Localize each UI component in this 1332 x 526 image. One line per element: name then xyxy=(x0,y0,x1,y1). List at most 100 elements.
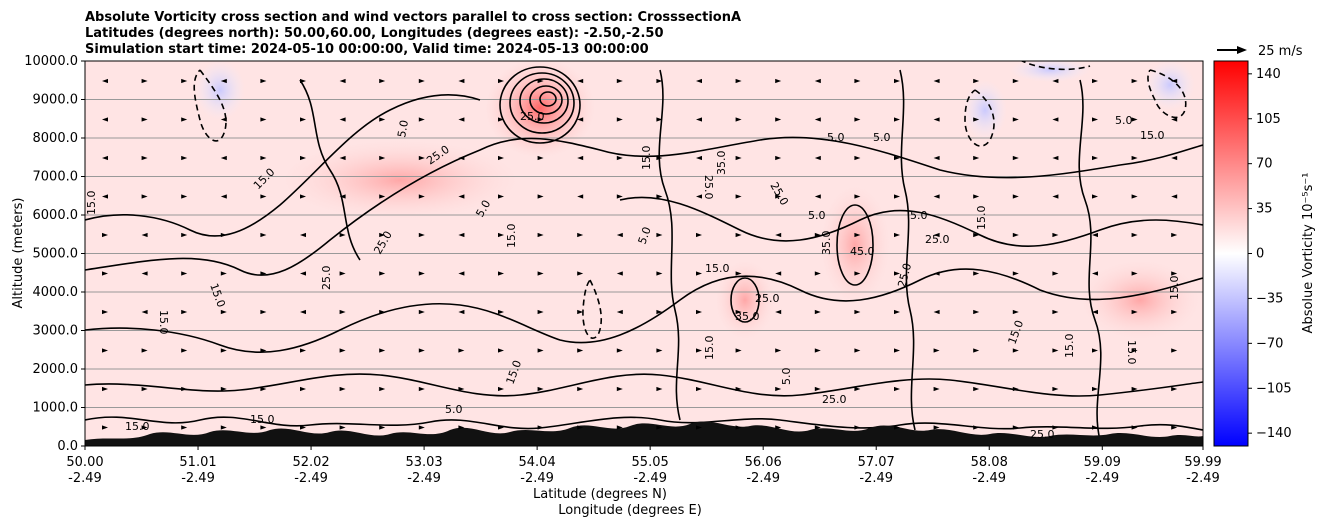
colorbar-tick-label: 35 xyxy=(1256,202,1273,217)
wind-vector xyxy=(181,386,188,392)
wind-vector xyxy=(1171,386,1178,392)
wind-vector xyxy=(894,425,900,430)
wind-vector xyxy=(181,78,188,84)
x-tick-longitude: -2.49 xyxy=(746,471,780,486)
wind-vector xyxy=(894,232,900,238)
y-tick-label: 2000.0 xyxy=(33,362,79,377)
colorbar-ticks: 140 105 70 35 0 −35 −70 −105 −140 xyxy=(1248,67,1292,441)
contour-label: 5.0 xyxy=(827,131,845,144)
wind-vector xyxy=(339,232,346,238)
wind-vector xyxy=(102,155,108,161)
contour-label: 15.0 xyxy=(1140,129,1165,142)
wind-vector xyxy=(141,194,148,199)
colorbar-label: Absolue Vorticity 10⁻⁵s⁻¹ xyxy=(1301,173,1316,334)
wind-vector xyxy=(1131,194,1138,199)
contour-label: 15.0 xyxy=(1125,340,1138,365)
wind-vector xyxy=(1052,309,1059,315)
x-tick-latitude: 51.01 xyxy=(179,455,216,470)
wind-vector xyxy=(775,232,782,238)
contour-ring xyxy=(539,91,557,107)
contour-label: 25.0 xyxy=(755,292,780,305)
wind-vector xyxy=(418,232,425,238)
contour-label: 35.0 xyxy=(735,310,760,323)
wind-vector xyxy=(260,78,267,84)
wind-vector xyxy=(656,309,663,315)
wind-vector xyxy=(1052,425,1059,430)
wind-vector xyxy=(854,155,861,161)
wind-vector xyxy=(300,232,306,238)
x-tick-longitude: -2.49 xyxy=(972,471,1006,486)
wind-vector xyxy=(498,425,504,430)
wind-vector xyxy=(735,194,742,199)
colorbar-gradient xyxy=(1213,60,1249,447)
contour-label: 25.0 xyxy=(520,110,545,123)
x-axis-label-latitude: Latitude (degrees N) xyxy=(533,487,667,502)
wind-vector xyxy=(1131,271,1138,276)
wind-vector xyxy=(814,309,821,315)
wind-vector xyxy=(735,271,742,276)
x-tick-longitude: -2.49 xyxy=(407,471,441,486)
wind-vector xyxy=(577,348,584,353)
vorticity-negative-region xyxy=(1145,61,1195,110)
colorbar-tick-label: 70 xyxy=(1256,157,1273,172)
wind-vector xyxy=(1171,348,1178,353)
wind-vector xyxy=(300,425,306,430)
wind-vector xyxy=(775,78,782,84)
wind-vector xyxy=(854,348,861,353)
wind-vectors xyxy=(102,78,1178,430)
wind-vector xyxy=(894,348,900,353)
wind-vector xyxy=(933,271,940,276)
wind-vector xyxy=(498,78,504,84)
wind-vector xyxy=(1092,271,1098,276)
wind-vector xyxy=(1092,232,1098,238)
wind-vector xyxy=(616,232,623,238)
surface-terrain xyxy=(85,421,1203,446)
wind-vector xyxy=(102,78,108,84)
wind-vector xyxy=(141,309,148,315)
wind-vector xyxy=(339,386,346,392)
contour-label: 5.0 xyxy=(808,209,826,222)
wind-vector xyxy=(696,155,702,161)
wind-vector xyxy=(458,155,465,161)
wind-vector xyxy=(973,271,980,276)
wind-vector xyxy=(1171,155,1178,161)
wind-vector xyxy=(300,78,306,84)
y-tick-label: 0.0 xyxy=(57,439,78,454)
x-tick-longitude: -2.49 xyxy=(181,471,215,486)
wind-vector xyxy=(537,271,544,276)
wind-vector xyxy=(775,425,782,430)
wind-vector xyxy=(537,348,544,353)
contour-label: 15.0 xyxy=(85,191,98,216)
wind-vector xyxy=(1012,78,1019,84)
wind-vector xyxy=(260,194,267,199)
wind-vector xyxy=(775,271,782,276)
wind-vector xyxy=(537,232,544,238)
wind-vector xyxy=(141,348,148,353)
contour-label: 5.0 xyxy=(910,209,928,222)
wind-vector xyxy=(577,194,584,199)
contour-label: 35.0 xyxy=(820,231,833,256)
contour-label: 5.0 xyxy=(1115,114,1133,127)
contour-label: 15.0 xyxy=(975,206,988,231)
wind-vector xyxy=(656,155,663,161)
contour-label: 25.0 xyxy=(895,262,914,289)
plot-area: 25.0 45.0 25.0 35.0 15.0 25.0 5.0 5.0 5.… xyxy=(85,61,1203,446)
wind-vector xyxy=(379,117,386,122)
wind-vector xyxy=(577,155,584,161)
negative-contour xyxy=(1147,69,1187,119)
wind-vector xyxy=(933,78,940,84)
wind-vector xyxy=(854,78,861,84)
wind-vector xyxy=(300,117,306,122)
contour-label: 25.0 xyxy=(702,175,715,200)
x-axis: 50.00-2.4951.01-2.4952.02-2.4953.03-2.49… xyxy=(66,446,1222,486)
wind-vector xyxy=(735,117,742,122)
contour-ring xyxy=(730,277,760,323)
wind-vector xyxy=(339,117,346,122)
wind-vector xyxy=(973,78,980,84)
x-tick-longitude: -2.49 xyxy=(1186,471,1220,486)
wind-vector xyxy=(300,309,306,315)
wind-vector xyxy=(181,425,188,430)
wind-vector xyxy=(1092,194,1098,199)
contour-label: 45.0 xyxy=(850,245,875,258)
wind-vector xyxy=(339,425,346,430)
